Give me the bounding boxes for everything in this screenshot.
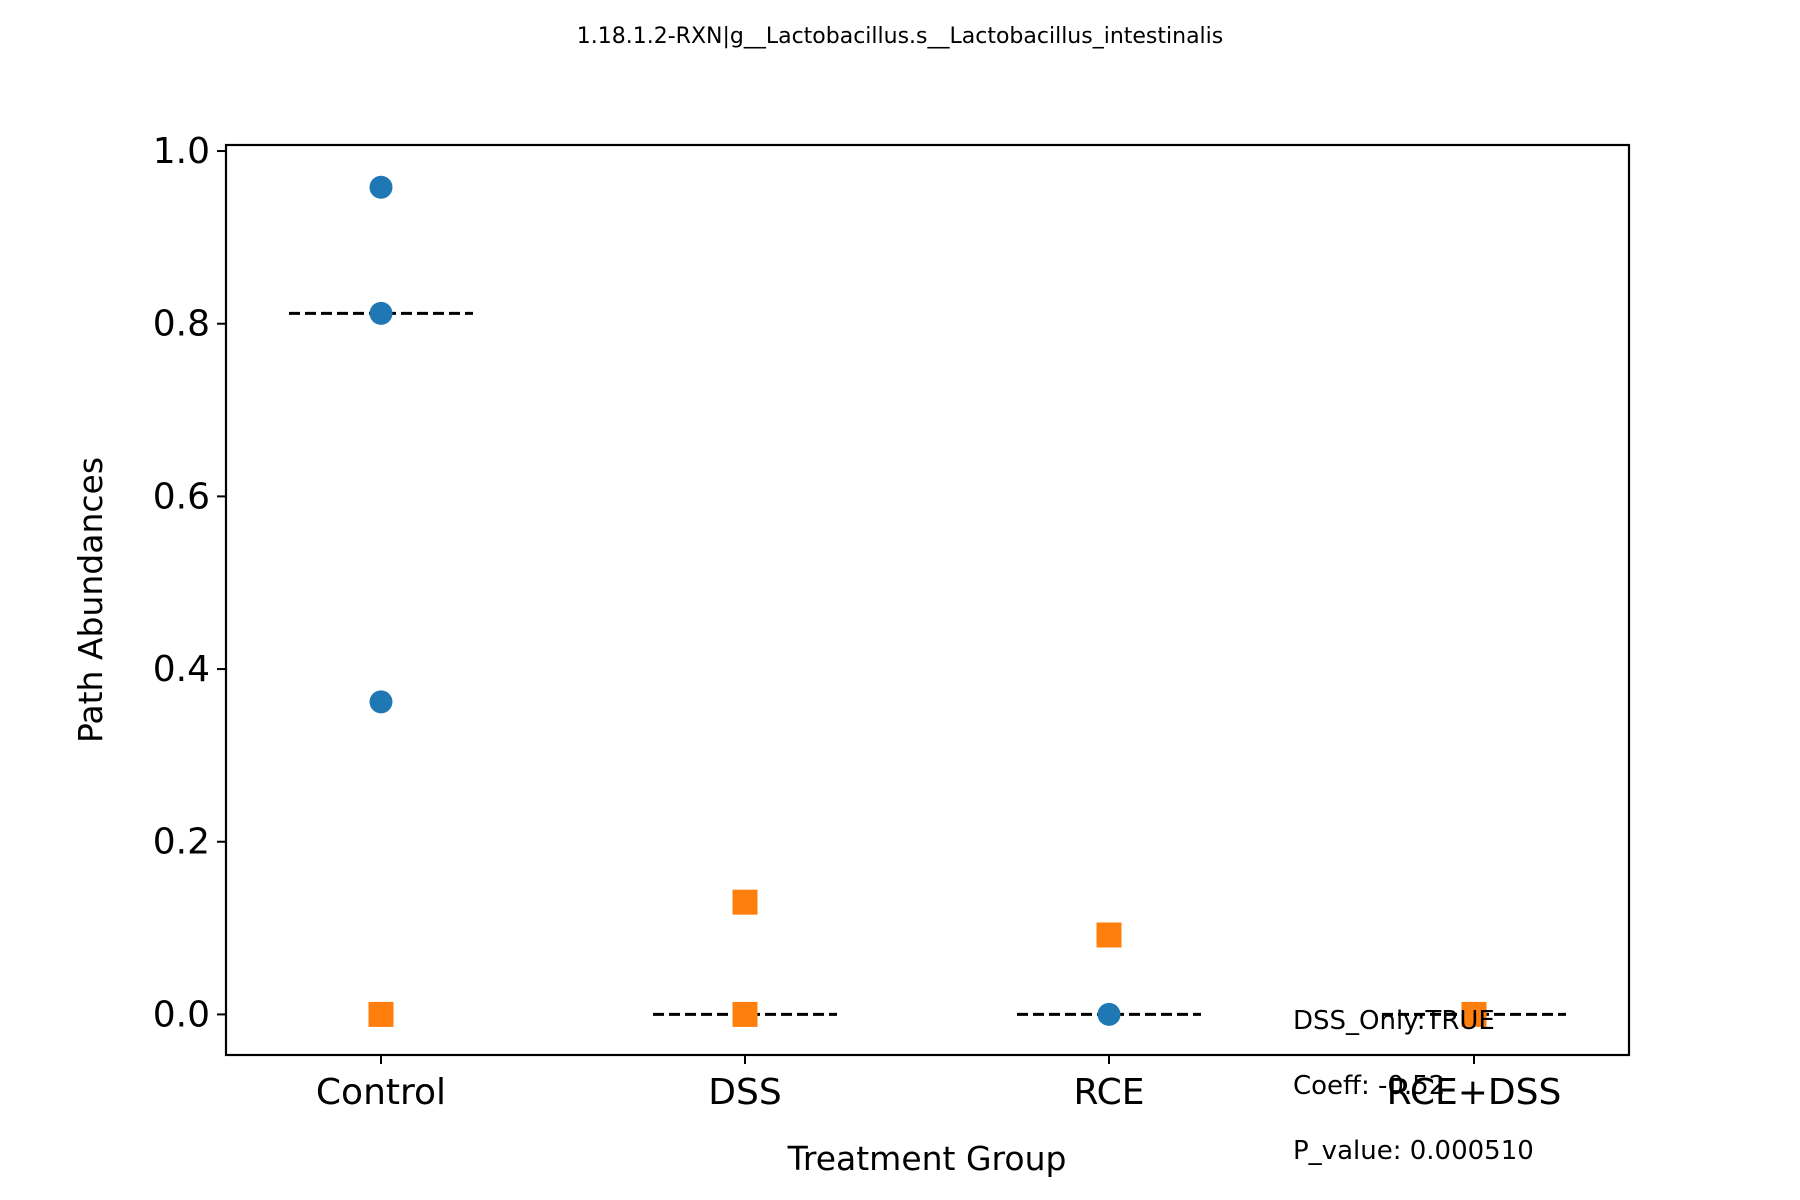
x-tick-label-0: Control: [316, 1072, 446, 1113]
data-point-s1-0: [368, 1001, 394, 1027]
data-point-s1-4: [1461, 1001, 1487, 1027]
plot-area: [289, 175, 1566, 1027]
axes: 0.0 0.2 0.4 0.6 0.8 1.0 Control DSS RCE RCE+DSS: [153, 131, 1562, 1113]
data-point-s0-0: [369, 175, 393, 199]
y-tick-label-5: 1.0: [153, 131, 210, 172]
data-point-s1-3: [1096, 922, 1122, 948]
axes-frame: [224, 143, 1631, 1057]
stats-annotation-1: Coeff: -0.52: [1293, 1071, 1445, 1101]
chart-title: 1.18.1.2-RXN|g__Lactobacillus.s__Lactoba…: [577, 24, 1224, 49]
x-tick-label-3: RCE+DSS: [1387, 1072, 1562, 1113]
y-tick-label-4: 0.8: [153, 304, 210, 345]
data-point-s0-1: [369, 301, 393, 325]
x-tick-label-2: RCE: [1073, 1072, 1144, 1113]
data-point-s0-2: [369, 690, 393, 714]
x-tick-label-1: DSS: [708, 1072, 781, 1113]
stats-annotations: DSS_Only:TRUE Coeff: -0.52 P_value: 0.0005…: [1293, 1006, 1534, 1166]
stats-annotation-2: P_value: 0.000510: [1293, 1136, 1534, 1166]
x-axis-label: Treatment Group: [787, 1139, 1067, 1178]
data-point-s0-3: [1097, 1002, 1121, 1026]
stats-annotation-0: DSS_Only:TRUE: [1293, 1006, 1495, 1036]
data-point-s1-2: [732, 1001, 758, 1027]
data-point-s1-1: [732, 889, 758, 915]
y-axis-label: Path Abundances: [71, 457, 110, 743]
y-tick-label-3: 0.6: [153, 476, 210, 517]
y-tick-label-1: 0.2: [153, 822, 210, 863]
y-tick-label-2: 0.4: [153, 649, 210, 690]
y-tick-label-0: 0.0: [153, 994, 210, 1035]
